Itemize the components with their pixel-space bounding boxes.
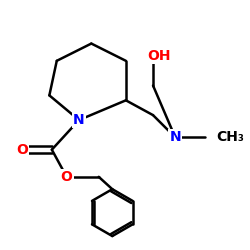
Text: O: O — [61, 170, 72, 184]
Text: N: N — [170, 130, 181, 144]
Text: O: O — [16, 143, 28, 157]
Text: N: N — [73, 113, 85, 127]
Text: OH: OH — [148, 49, 171, 63]
Text: CH₃: CH₃ — [216, 130, 244, 144]
